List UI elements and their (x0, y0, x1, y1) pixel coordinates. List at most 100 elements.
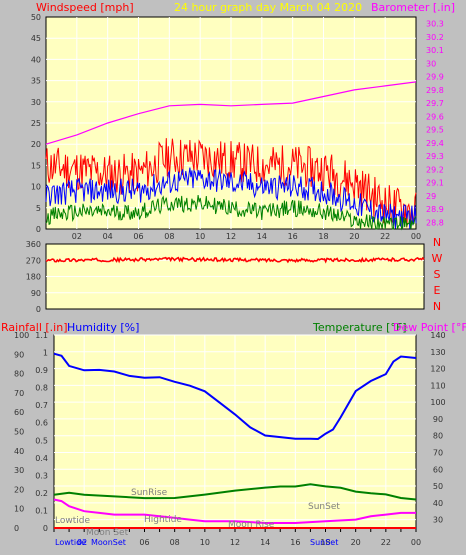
bottom-x-tick: 10 (200, 538, 210, 547)
humidity-tick: 0 (14, 524, 19, 533)
windspeed-tick: 25 (31, 119, 41, 128)
top-x-tick: 02 (72, 232, 82, 241)
temperature-line (53, 483, 417, 501)
top-x-tick: 06 (133, 232, 143, 241)
bottom-sunset-label: SunSet (310, 538, 338, 547)
rainfall-tick: 0.9 (35, 366, 48, 375)
rainfall-tick: 1 (43, 349, 48, 358)
humidity-tick: 80 (14, 370, 24, 379)
compass-letter: W (432, 252, 443, 265)
chart-title: 24 hour graph day March 04 2020 (174, 1, 362, 14)
compass-letter: S (434, 268, 441, 281)
rainfall-tick: 0 (43, 524, 48, 533)
temperature-tick: 30 (433, 516, 443, 525)
temperature-tick: 130 (430, 348, 445, 357)
bottom-x-tick: 06 (139, 538, 149, 547)
temperature-tick: 80 (433, 432, 443, 441)
dew-point-line (53, 498, 416, 524)
bottom-x-tick: 22 (381, 538, 391, 547)
windspeed-average-line (45, 167, 417, 229)
top-x-tick: 14 (257, 232, 267, 241)
compass-letter: E (434, 284, 441, 297)
windspeed-tick: 35 (31, 77, 41, 86)
top-x-tick: 10 (195, 232, 205, 241)
rainfall-tick: 0.3 (35, 471, 48, 480)
compass-letter: N (433, 236, 441, 249)
barometer-tick: 30 (426, 59, 436, 68)
sunset-label: SunSet (308, 502, 340, 512)
sunrise-label: SunRise (131, 488, 168, 498)
direction-tick: 180 (26, 273, 41, 282)
bottom-lowtide-label: Lowtide (55, 538, 86, 547)
bottom-x-tick: 12 (230, 538, 240, 547)
windspeed-tick: 20 (31, 140, 41, 149)
humidity-axis-label: Humidity [%] (67, 321, 139, 334)
barometer-tick: 28.8 (426, 218, 444, 227)
humidity-tick: 20 (14, 485, 24, 494)
humidity-tick: 30 (14, 466, 24, 475)
rainfall-tick: 0.1 (35, 506, 48, 515)
dew-point-axis-label: Dew Point [°F] (393, 321, 466, 334)
top-x-tick: 22 (380, 232, 390, 241)
temperature-tick: 140 (430, 331, 445, 340)
temperature-tick: 50 (433, 482, 443, 491)
barometer-tick: 29.7 (426, 99, 444, 108)
barometer-tick: 29.9 (426, 73, 444, 82)
barometer-tick: 29.1 (426, 179, 444, 188)
windspeed-tick: 50 (31, 13, 41, 22)
barometer-tick: 29.4 (426, 139, 444, 148)
bottom-x-tick: 08 (170, 538, 180, 547)
windspeed-tick: 5 (36, 204, 41, 213)
rainfall-tick: 0.8 (35, 384, 48, 393)
temperature-tick: 70 (433, 448, 443, 457)
moonset-label: Moon Set (86, 528, 129, 538)
temperature-tick: 100 (430, 398, 445, 407)
barometer-tick: 30.3 (426, 20, 444, 29)
top-x-tick: 00 (411, 232, 421, 241)
barometer-line (45, 81, 417, 145)
barometer-tick: 29.3 (426, 152, 444, 161)
rainfall-tick: 0.7 (35, 401, 48, 410)
windspeed-axis-label: Windspeed [mph] (36, 1, 134, 14)
barometer-tick: 30.2 (426, 33, 444, 42)
bottom-x-tick: 18 (320, 538, 330, 547)
barometer-tick: 29.8 (426, 86, 444, 95)
top-x-tick: 20 (349, 232, 359, 241)
windspeed-minimum-line (45, 195, 417, 231)
moonrise-label: Moon Rise (228, 520, 275, 530)
temperature-tick: 40 (433, 499, 443, 508)
top-x-tick: 08 (164, 232, 174, 241)
direction-tick: 0 (36, 305, 41, 314)
series-layer (45, 81, 425, 529)
tick-labels: 5045403530252015105030.330.230.13029.929… (14, 13, 446, 547)
rainfall-tick: 0.4 (35, 454, 48, 463)
compass-letter: N (433, 300, 441, 313)
direction-tick: 90 (31, 289, 41, 298)
rainfall-tick: 0.2 (35, 489, 48, 498)
barometer-tick: 29.2 (426, 165, 444, 174)
temperature-tick: 90 (433, 415, 443, 424)
wind-direction-line (45, 256, 425, 264)
rainfall-tick: 1.1 (35, 331, 48, 340)
windspeed-tick: 30 (31, 98, 41, 107)
top-x-tick: 16 (288, 232, 298, 241)
humidity-line (53, 352, 417, 441)
barometer-tick: 28.9 (426, 205, 444, 214)
bottom-x-tick: 20 (351, 538, 361, 547)
bottom-x-tick: 14 (260, 538, 270, 547)
windspeed-tick: 15 (31, 161, 41, 170)
windspeed-tick: 10 (31, 183, 41, 192)
bottom-x-tick: 16 (290, 538, 300, 547)
rainfall-tick: 0.6 (35, 419, 48, 428)
humidity-tick: 90 (14, 350, 24, 359)
rainfall-axis-label: Rainfall [.in] (1, 321, 68, 334)
humidity-tick: 70 (14, 389, 24, 398)
temperature-tick: 120 (430, 365, 445, 374)
rainfall-tick: 0.5 (35, 436, 48, 445)
hightide-label: Hightide (144, 515, 182, 525)
top-x-tick: 04 (103, 232, 113, 241)
temperature-axis-label: Temperature [°F] (312, 321, 407, 334)
windspeed-tick: 0 (36, 225, 41, 234)
barometer-tick: 30.1 (426, 46, 444, 55)
